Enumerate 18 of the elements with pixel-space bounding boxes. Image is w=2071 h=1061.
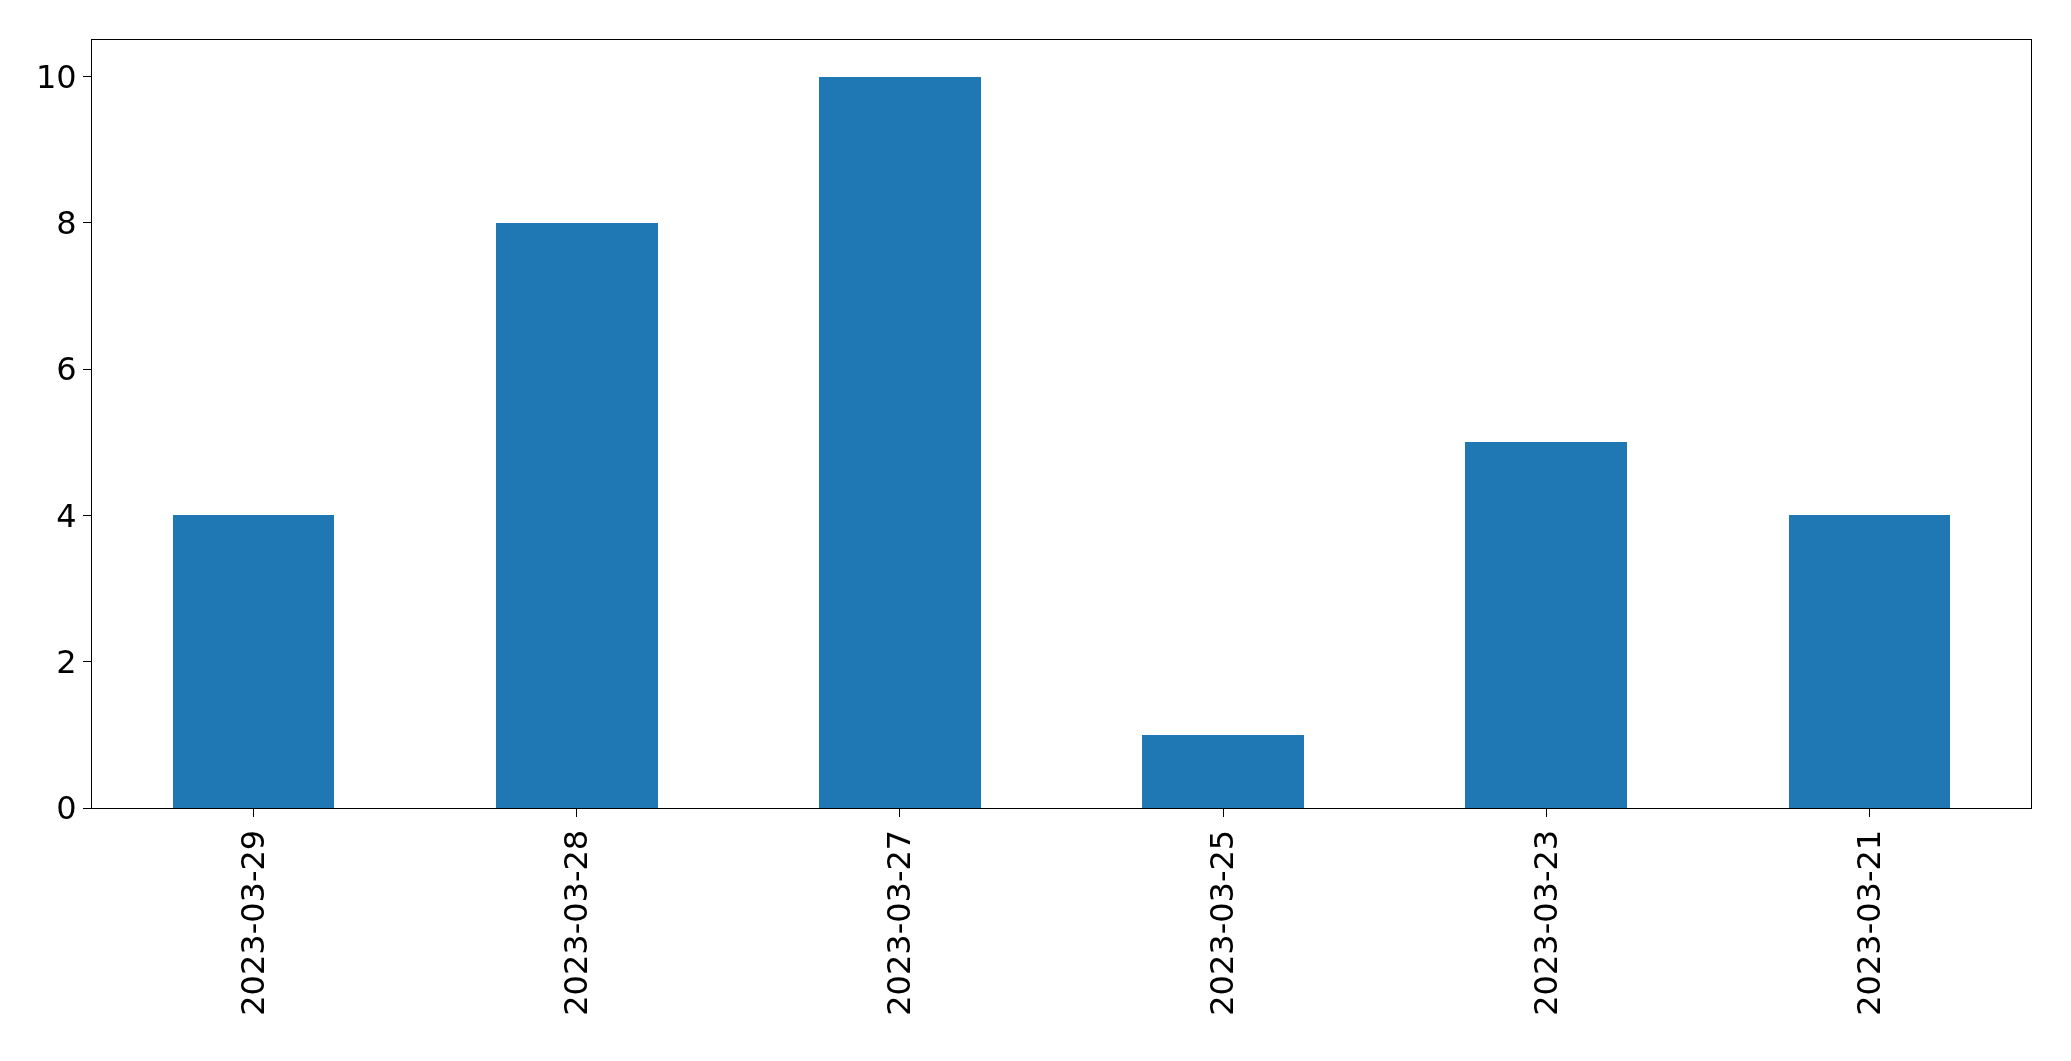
x-tick-label: 2023-03-28	[557, 829, 596, 1016]
y-tick-label: 2	[56, 642, 77, 681]
bar	[1789, 515, 1950, 808]
bar	[819, 77, 981, 808]
x-tick-label: 2023-03-23	[1526, 829, 1565, 1016]
bar	[173, 515, 334, 808]
y-tick-label: 6	[56, 350, 77, 389]
bar	[496, 223, 658, 808]
x-tick-label: 2023-03-27	[880, 829, 919, 1016]
x-tick-label: 2023-03-29	[233, 829, 272, 1016]
bar	[1142, 735, 1304, 808]
x-tick-label: 2023-03-21	[1849, 829, 1888, 1016]
y-tick-label: 10	[35, 57, 77, 96]
y-tick-label: 0	[56, 789, 77, 828]
x-tick-label: 2023-03-25	[1203, 829, 1242, 1016]
bar	[1465, 442, 1627, 808]
y-tick-label: 8	[56, 204, 77, 243]
y-tick-label: 4	[56, 496, 77, 535]
